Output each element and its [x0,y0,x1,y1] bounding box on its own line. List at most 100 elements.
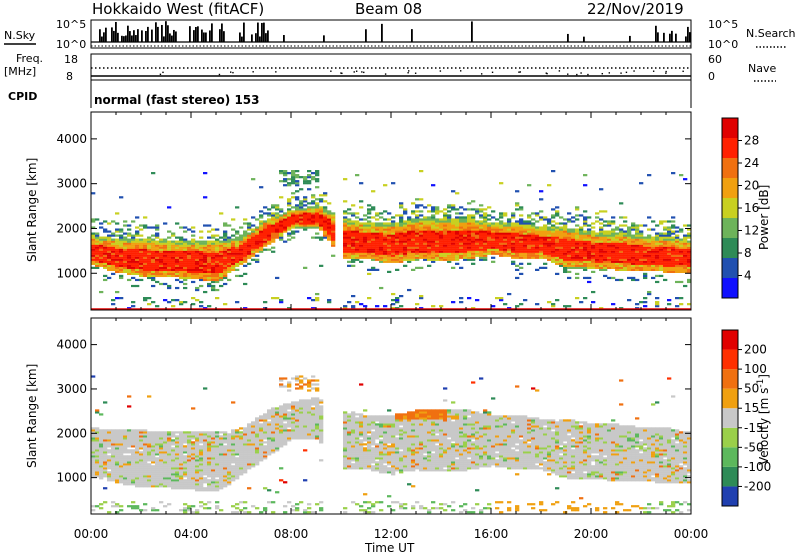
velocity-cell [195,489,200,492]
power-cell [543,252,548,255]
power-cell [451,258,456,261]
velocity-cell [187,435,192,438]
power-cell [439,232,444,235]
power-cell [567,264,572,267]
power-cell [571,254,576,257]
power-cell [223,258,228,261]
power-cell [451,266,456,269]
velocity-cell [219,467,224,470]
power-cell [475,222,480,225]
velocity-cell [227,483,232,486]
power-cell [355,230,360,233]
velocity-cell [187,459,192,462]
power-cell [183,226,188,229]
power-cell [471,208,476,211]
velocity-cell [103,435,108,438]
velocity-cell [171,431,176,434]
power-cell [615,252,620,255]
velocity-cell [123,435,128,438]
power-cell [687,242,691,245]
velocity-cell [191,463,196,466]
power-cell [591,232,596,235]
power-cell [155,234,160,237]
power-cell [575,238,580,241]
power-cell [503,244,508,247]
power-cell [287,234,292,237]
power-cell [411,250,416,253]
power-cell [435,238,440,241]
nsky-bar [255,33,257,42]
power-cell [551,216,556,219]
velocity-cell [251,431,256,434]
power-cell [415,210,420,213]
power-cell [627,260,632,263]
power-cell [171,240,176,243]
power-cell [223,303,228,306]
power-cell [671,232,676,235]
power-cell [147,240,152,243]
power-cell [99,252,104,255]
nsky-bar [173,29,175,42]
power-cell [399,260,404,263]
power-cell [647,268,652,271]
velocity-cell [131,443,136,446]
power-cell [271,230,276,233]
power-cell [91,256,96,259]
freq-speck [682,70,684,73]
power-cell [631,242,636,245]
freq-speck [162,71,164,74]
power-cell [527,230,532,233]
velocity-cell [151,473,156,476]
power-cell [307,214,312,217]
velocity-cell [119,429,124,432]
power-cell [247,236,252,239]
power-cell [607,258,612,261]
power-cell [515,226,520,229]
power-cell [603,232,608,235]
colorbar-segment [722,218,738,238]
velocity-cell [167,439,172,442]
power-cell [519,256,524,259]
power-cell [563,246,568,249]
power-cell [267,240,272,243]
power-cell [191,246,196,249]
velocity-cell [119,431,124,434]
power-cell [671,236,676,239]
power-cell [491,260,496,263]
nsky-bar [365,29,367,42]
velocity-cell [123,441,128,444]
velocity-cell [271,451,276,454]
power-cell [651,242,656,245]
velocity-cell [159,473,164,476]
velocity-cell [191,479,196,482]
power-cell [207,305,212,308]
velocity-cell [179,431,184,434]
power-cell [679,258,684,261]
power-cell [311,202,316,205]
power-cell [543,250,548,253]
power-cell [323,218,328,221]
power-cell [359,254,364,257]
power-cell [611,216,616,219]
velocity-cell [131,451,136,454]
velocity-cell [227,449,232,452]
power-cell [615,244,620,247]
power-cell [291,232,296,235]
velocity-cell [171,471,176,474]
power-cell [359,232,364,235]
power-cell [615,236,620,239]
velocity-cell [111,459,116,462]
power-cell [375,214,380,217]
power-cell [635,224,640,227]
velocity-cell [195,435,200,438]
nsky-bar [583,36,585,42]
velocity-cell [259,439,264,442]
power-cell [567,246,572,249]
power-cell [471,218,476,221]
power-cell [599,240,604,243]
power-cell [351,244,356,247]
power-cell [403,258,408,261]
power-cell [623,216,628,219]
power-cell [419,297,424,300]
velocity-cell [99,461,104,464]
